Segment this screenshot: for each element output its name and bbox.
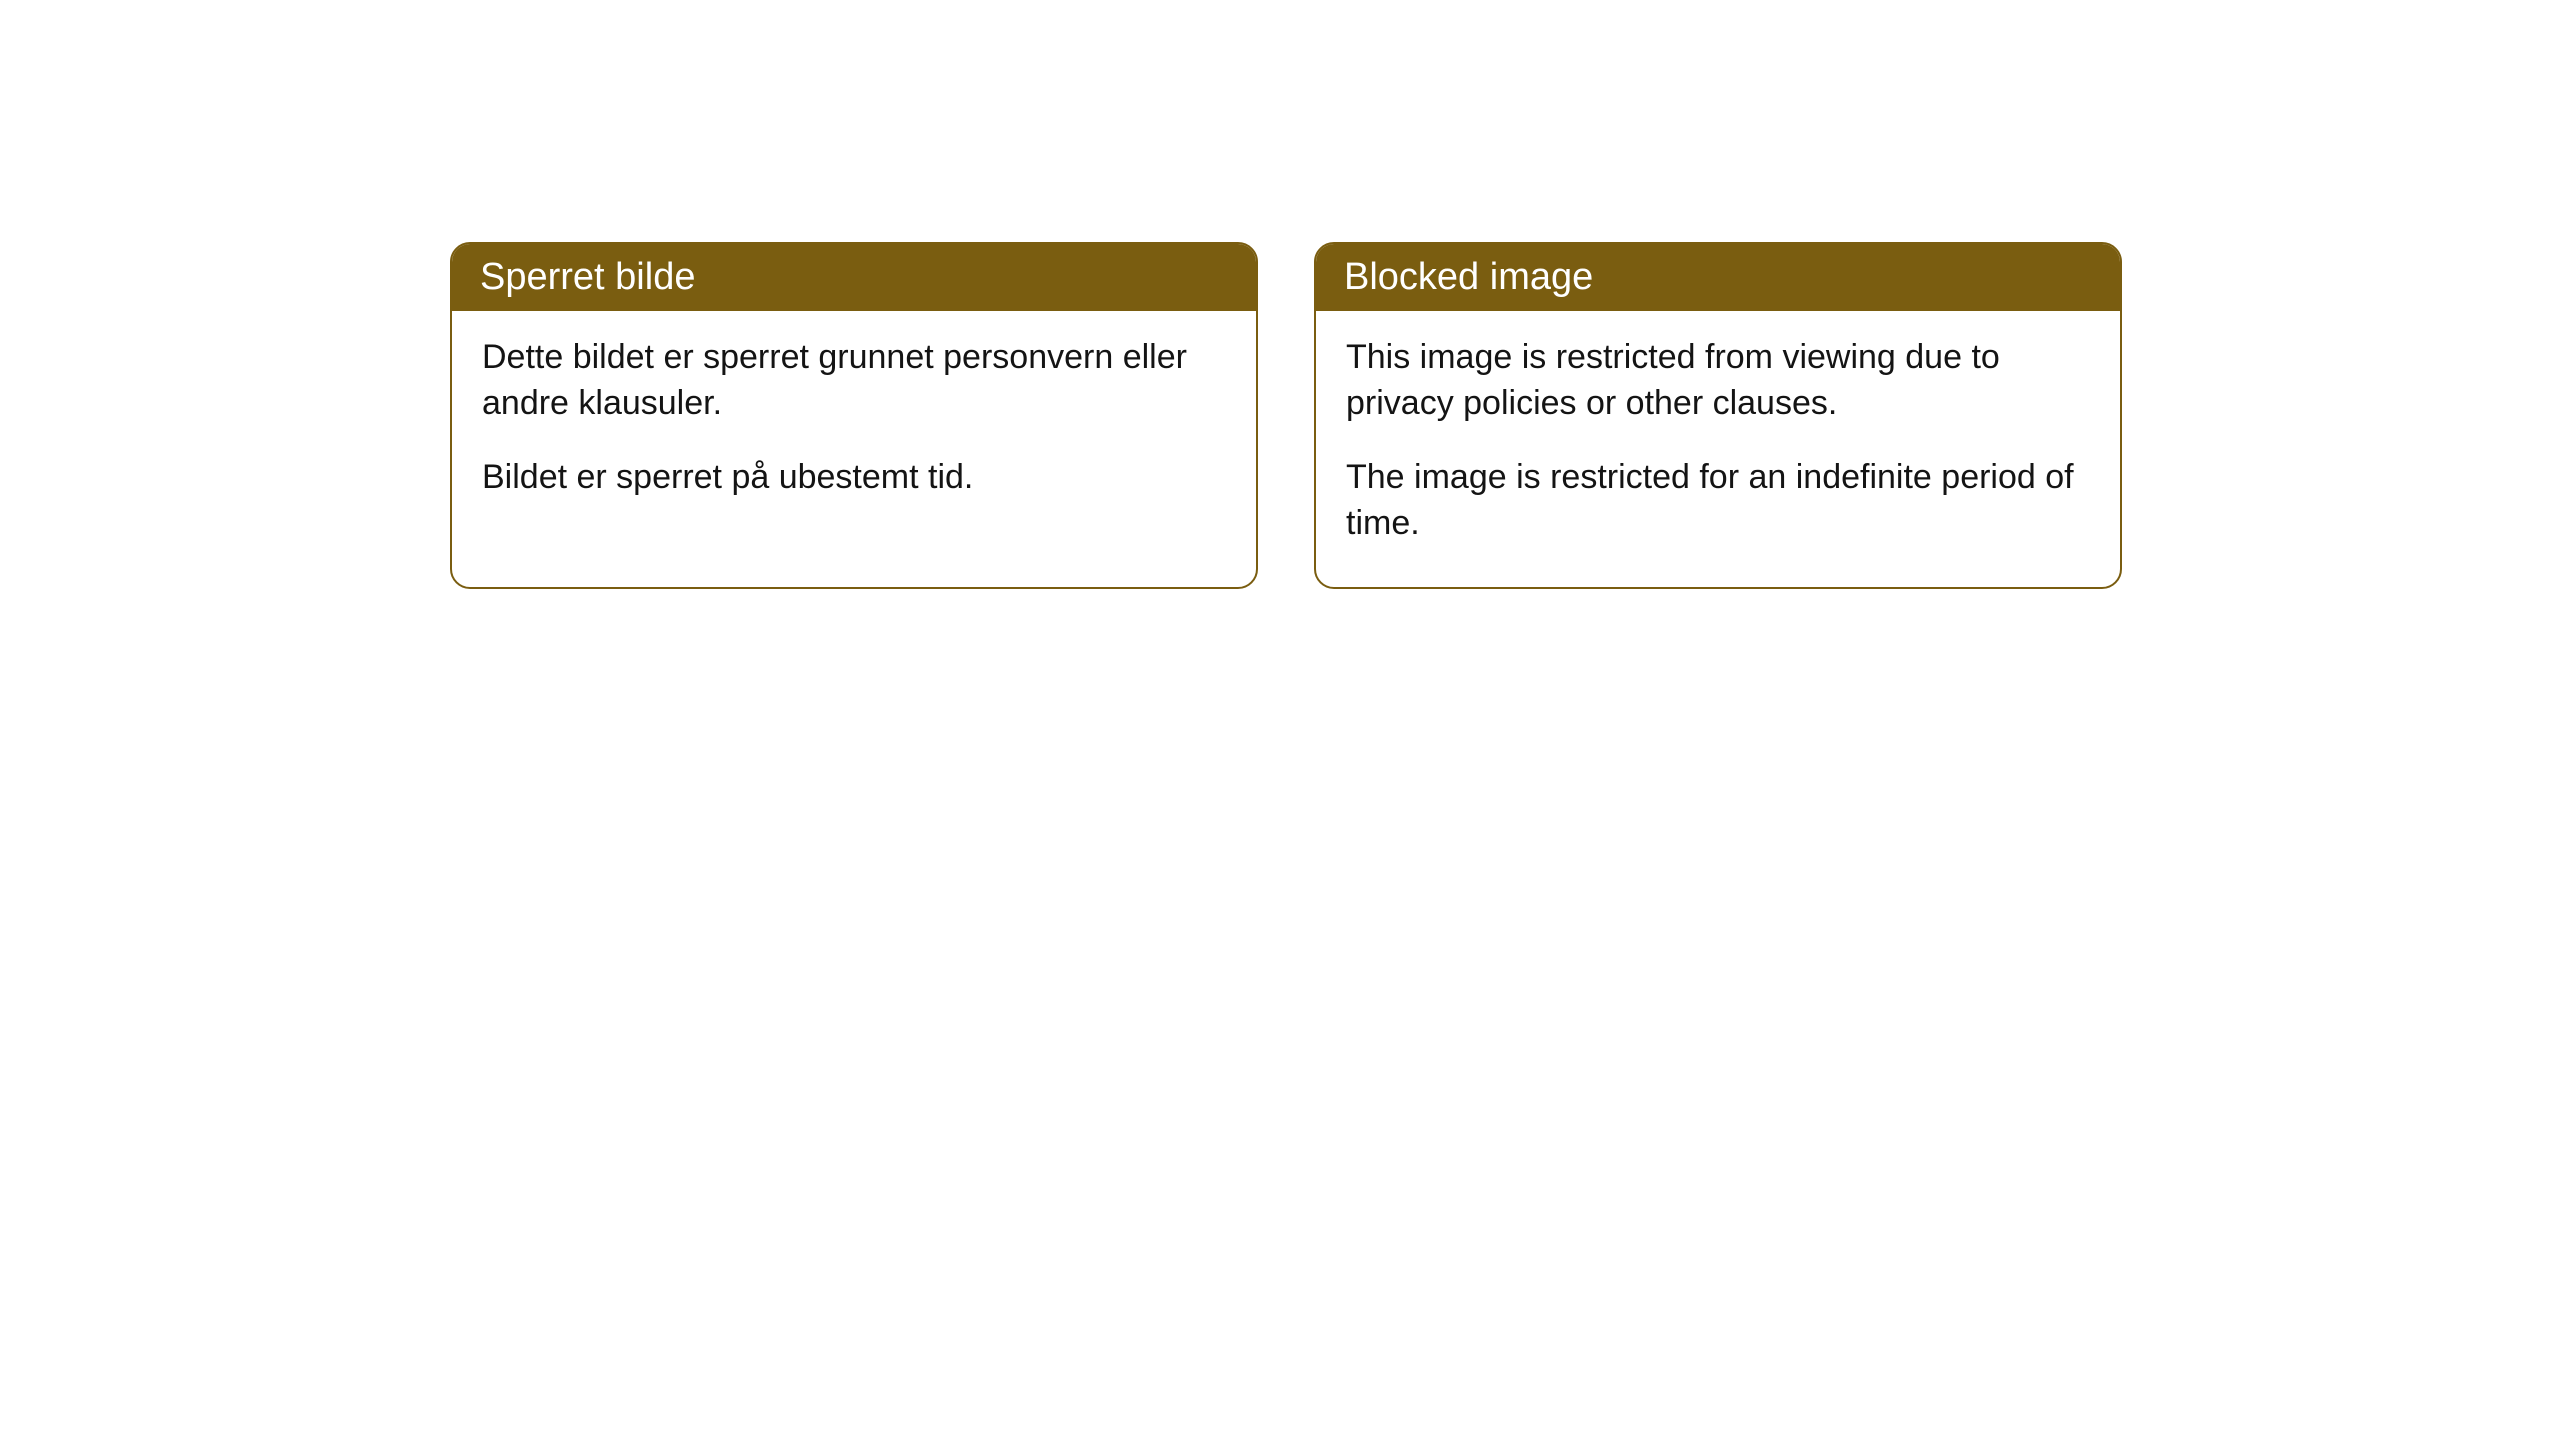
card-body: Dette bildet er sperret grunnet personve… bbox=[452, 311, 1256, 541]
card-paragraph-2: Bildet er sperret på ubestemt tid. bbox=[482, 455, 1226, 501]
card-header: Sperret bilde bbox=[452, 244, 1256, 311]
card-paragraph-1: Dette bildet er sperret grunnet personve… bbox=[482, 335, 1226, 427]
card-title: Sperret bilde bbox=[480, 256, 695, 298]
card-header: Blocked image bbox=[1316, 244, 2120, 311]
blocked-image-card-norwegian: Sperret bilde Dette bildet er sperret gr… bbox=[450, 242, 1258, 589]
card-paragraph-2: The image is restricted for an indefinit… bbox=[1346, 455, 2090, 547]
card-body: This image is restricted from viewing du… bbox=[1316, 311, 2120, 587]
blocked-image-card-english: Blocked image This image is restricted f… bbox=[1314, 242, 2122, 589]
card-paragraph-1: This image is restricted from viewing du… bbox=[1346, 335, 2090, 427]
cards-container: Sperret bilde Dette bildet er sperret gr… bbox=[450, 242, 2560, 589]
card-title: Blocked image bbox=[1344, 256, 1593, 298]
